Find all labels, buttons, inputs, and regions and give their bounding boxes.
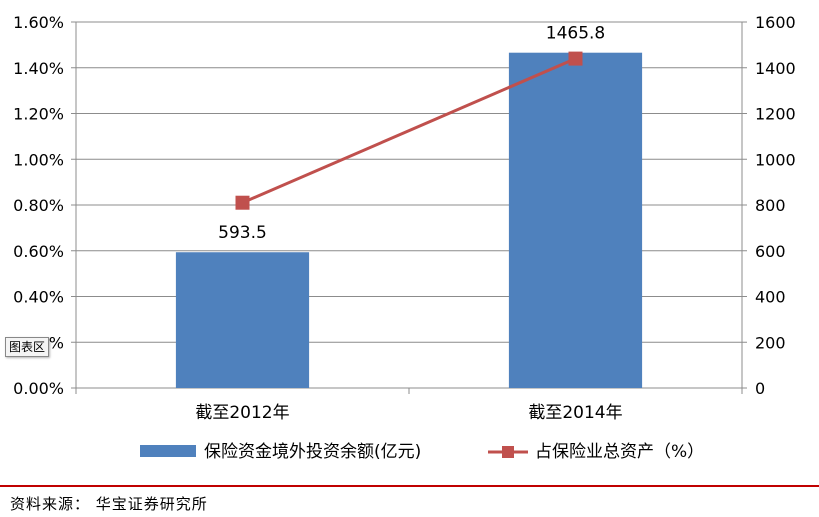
x-tick-label: 截至2012年 bbox=[195, 403, 289, 423]
bar bbox=[508, 52, 643, 389]
right-tick-label: 400 bbox=[755, 288, 786, 307]
right-tick-label: 0 bbox=[755, 379, 765, 398]
x-tick-label: 截至2014年 bbox=[528, 403, 622, 423]
right-tick-label: 1200 bbox=[755, 105, 796, 124]
legend-bar-label: 保险资金境外投资余额(亿元) bbox=[204, 442, 421, 462]
right-tick-label: 1600 bbox=[755, 13, 796, 32]
bar-data-label: 593.5 bbox=[218, 223, 267, 243]
left-tick-label: 0.60% bbox=[13, 242, 64, 261]
right-tick-label: 1400 bbox=[755, 59, 796, 78]
line-series bbox=[241, 57, 577, 205]
source-divider bbox=[0, 485, 819, 487]
right-tick-label: 800 bbox=[755, 196, 786, 215]
left-tick-label: 0.00% bbox=[13, 379, 64, 398]
bar-data-label: 1465.8 bbox=[546, 24, 605, 44]
bar bbox=[175, 252, 310, 388]
left-tick-label: 0.40% bbox=[13, 288, 64, 307]
left-tick-label: 0.80% bbox=[13, 196, 64, 215]
right-tick-label: 1000 bbox=[755, 150, 796, 169]
chart-area-tooltip: 图表区 bbox=[5, 337, 49, 357]
left-tick-label: 1.40% bbox=[13, 59, 64, 78]
legend-line-label: 占保险业总资产（%） bbox=[535, 442, 704, 462]
line-marker bbox=[568, 51, 583, 66]
legend-line-marker bbox=[502, 446, 514, 458]
right-tick-label: 600 bbox=[755, 242, 786, 261]
right-tick-label: 200 bbox=[755, 333, 786, 352]
left-tick-label: 1.60% bbox=[13, 13, 64, 32]
left-tick-label: 1.20% bbox=[13, 105, 64, 124]
source-note: 资料来源： 华宝证券研究所 bbox=[10, 495, 208, 513]
line-marker bbox=[235, 195, 250, 210]
legend-bar-swatch bbox=[140, 445, 196, 457]
left-tick-label: 1.00% bbox=[13, 150, 64, 169]
